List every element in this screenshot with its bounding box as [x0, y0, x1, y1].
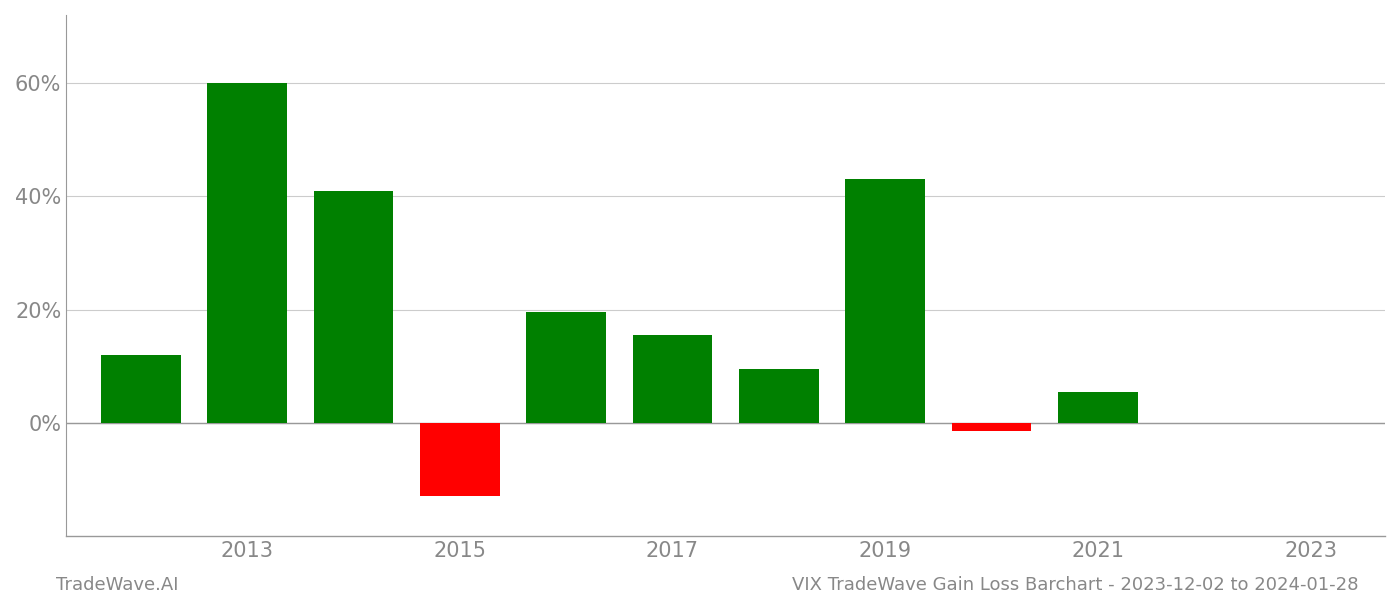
Bar: [420, 423, 500, 496]
Bar: [314, 191, 393, 423]
Text: VIX TradeWave Gain Loss Barchart - 2023-12-02 to 2024-01-28: VIX TradeWave Gain Loss Barchart - 2023-…: [791, 576, 1358, 594]
Text: TradeWave.AI: TradeWave.AI: [56, 576, 179, 594]
Bar: [207, 83, 287, 423]
Bar: [526, 313, 606, 423]
Bar: [633, 335, 713, 423]
Bar: [846, 179, 925, 423]
Bar: [952, 423, 1032, 431]
Bar: [101, 355, 181, 423]
Bar: [739, 369, 819, 423]
Bar: [1058, 392, 1138, 423]
